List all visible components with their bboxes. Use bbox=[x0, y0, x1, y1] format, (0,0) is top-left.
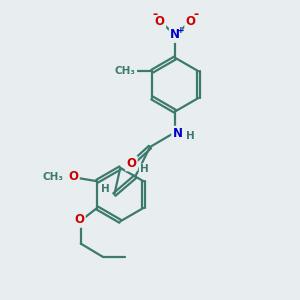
Text: O: O bbox=[155, 15, 165, 28]
Text: O: O bbox=[74, 213, 84, 226]
Text: O: O bbox=[126, 157, 136, 170]
Text: +: + bbox=[177, 26, 184, 35]
Text: N: N bbox=[170, 28, 180, 41]
Text: H: H bbox=[101, 184, 110, 194]
Text: H: H bbox=[140, 164, 148, 174]
Text: O: O bbox=[68, 170, 78, 183]
Text: CH₃: CH₃ bbox=[115, 66, 136, 76]
Text: -: - bbox=[193, 8, 198, 21]
Text: H: H bbox=[186, 131, 195, 141]
Text: O: O bbox=[186, 15, 196, 28]
Text: N: N bbox=[172, 127, 183, 140]
Text: -: - bbox=[152, 8, 157, 21]
Text: CH₃: CH₃ bbox=[43, 172, 64, 182]
